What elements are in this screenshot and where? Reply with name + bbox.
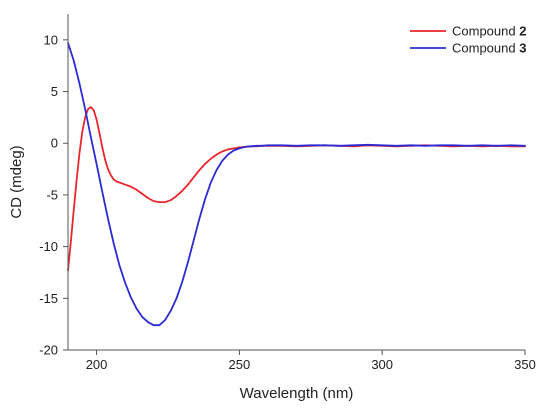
axes — [67, 14, 525, 351]
y-tick-label: -20 — [39, 343, 58, 358]
x-tick-label: 350 — [514, 357, 536, 372]
legend-label-2: Compound 2 — [452, 24, 526, 39]
legend-label-3: Compound 3 — [452, 41, 526, 56]
x-axis-title: Wavelength (nm) — [240, 385, 354, 402]
legend-label-number: 2 — [519, 24, 526, 39]
y-ticks: 10 5 0 -5 -10 -15 -20 — [39, 32, 68, 358]
y-tick-label: 0 — [51, 136, 58, 151]
plot-area — [67, 42, 526, 327]
x-tick-label: 250 — [229, 357, 251, 372]
y-tick-label: 10 — [44, 32, 58, 47]
y-axis-title: CD (mdeg) — [8, 145, 25, 218]
legend-label-number: 3 — [519, 41, 526, 56]
y-tick-label: -5 — [46, 187, 58, 202]
legend-label-prefix: Compound — [452, 24, 519, 39]
legend-label-prefix: Compound — [452, 41, 519, 56]
series-line-3 — [67, 42, 526, 327]
y-tick-label: 5 — [51, 84, 58, 99]
x-ticks: 200 250 300 350 — [86, 350, 536, 372]
y-tick-label: -15 — [39, 291, 58, 306]
x-tick-label: 300 — [371, 357, 393, 372]
x-tick-label: 200 — [86, 357, 108, 372]
series-line-2 — [67, 106, 526, 272]
y-tick-label: -10 — [39, 239, 58, 254]
